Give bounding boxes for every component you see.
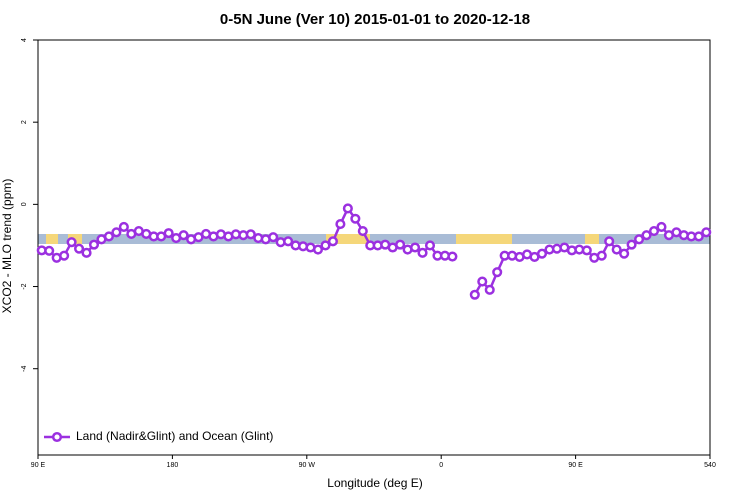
point	[604, 236, 615, 247]
point	[350, 213, 361, 224]
point	[641, 230, 652, 241]
point	[335, 219, 346, 230]
point	[619, 248, 630, 259]
point	[320, 240, 331, 251]
point	[701, 227, 712, 238]
point	[268, 232, 279, 243]
x-tick-label: 0	[439, 462, 443, 469]
point	[342, 203, 353, 214]
point	[74, 243, 85, 254]
land-band	[46, 234, 58, 244]
series-line	[41, 206, 707, 296]
point	[103, 231, 114, 242]
point	[395, 239, 406, 250]
point	[178, 230, 189, 241]
point	[410, 242, 421, 253]
legend-marker	[51, 431, 63, 443]
point	[447, 251, 458, 262]
point	[66, 237, 77, 248]
point	[163, 228, 174, 239]
point	[312, 244, 324, 255]
point	[626, 239, 637, 250]
x-tick-label: 90 E	[568, 462, 583, 469]
point	[417, 247, 428, 258]
point	[245, 229, 256, 240]
y-tick-label: -4	[21, 365, 28, 371]
land-band	[456, 234, 512, 244]
x-tick-label: 180	[167, 462, 179, 469]
x-axis-label: Longitude (deg E)	[327, 476, 422, 490]
point	[634, 234, 645, 245]
point	[118, 221, 129, 233]
y-tick-label: 0	[21, 202, 28, 206]
point	[477, 276, 488, 287]
land-band	[585, 234, 599, 244]
point	[81, 247, 92, 258]
y-axis-label: XCO2 - MLO trend (ppm)	[0, 179, 14, 314]
x-tick-label: 540	[704, 462, 716, 469]
point	[469, 289, 480, 300]
y-tick-label: -2	[21, 283, 28, 289]
point	[327, 236, 338, 247]
chart-title: 0-5N June (Ver 10) 2015-01-01 to 2020-12…	[220, 11, 530, 28]
x-tick-label: 90 E	[31, 462, 46, 469]
point	[357, 226, 368, 237]
point	[596, 250, 607, 261]
point	[88, 239, 100, 250]
x-tick-label: 90 W	[299, 462, 316, 469]
point	[44, 245, 55, 256]
point	[59, 250, 70, 261]
point	[536, 248, 548, 259]
y-tick-label: 4	[21, 38, 28, 42]
point	[283, 236, 294, 247]
land-band	[326, 234, 370, 244]
point	[648, 226, 660, 237]
point	[424, 240, 436, 251]
point	[492, 267, 503, 278]
point	[581, 245, 592, 256]
ocean-band	[38, 234, 710, 244]
legend-label: Land (Nadir&Glint) and Ocean (Glint)	[76, 429, 273, 443]
point	[656, 221, 667, 233]
point	[611, 244, 622, 255]
point	[484, 284, 495, 295]
point	[693, 231, 704, 242]
y-tick-label: 2	[21, 120, 28, 124]
point	[111, 227, 122, 238]
